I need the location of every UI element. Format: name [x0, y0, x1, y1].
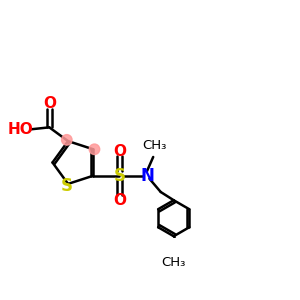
- Text: CH₃: CH₃: [142, 140, 166, 152]
- Text: S: S: [113, 167, 125, 185]
- Circle shape: [89, 144, 100, 154]
- Text: HO: HO: [7, 122, 33, 137]
- Circle shape: [61, 135, 72, 145]
- Text: N: N: [140, 167, 154, 185]
- Text: O: O: [43, 96, 56, 111]
- Text: S: S: [61, 177, 73, 195]
- Text: O: O: [113, 193, 126, 208]
- Text: CH₃: CH₃: [161, 256, 186, 269]
- Text: O: O: [113, 144, 126, 159]
